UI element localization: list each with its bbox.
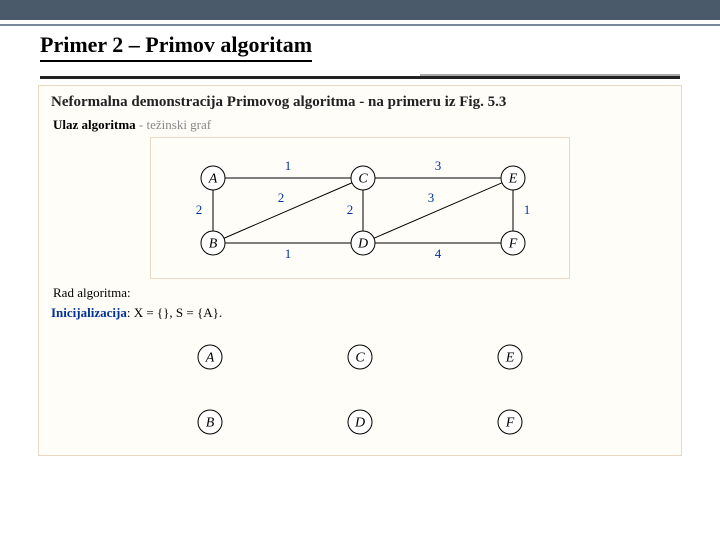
content-area: Neformalna demonstracija Primovog algori… <box>0 79 720 456</box>
graph-node-label: E <box>505 351 515 366</box>
panel-heading-text: Neformalna demonstracija Primovog algori… <box>51 94 506 110</box>
input-label-bold: Ulaz algoritma <box>53 117 136 132</box>
page-title: Primer 2 – Primov algoritam <box>40 32 312 62</box>
graph-node-label: F <box>508 237 518 252</box>
title-row: Primer 2 – Primov algoritam <box>0 26 720 66</box>
graph-edge <box>213 178 363 243</box>
edge-weight: 2 <box>196 202 203 217</box>
graph-node-label: A <box>208 172 218 187</box>
panel-heading: Neformalna demonstracija Primovog algori… <box>51 94 669 111</box>
init-line: Inicijalizacija: X = {}, S = {A}. <box>51 305 669 321</box>
input-label-rest: - težinski graf <box>136 117 211 132</box>
graph-node-label: A <box>205 351 215 366</box>
graph-node-label: C <box>358 172 368 187</box>
graph-node-label: B <box>209 237 218 252</box>
graph-top-box: 1 3 2 2 1 1 4 2 3 A C E B D F <box>150 137 570 279</box>
slide-top-bar <box>0 0 720 20</box>
graph-top: 1 3 2 2 1 1 4 2 3 A C E B D F <box>163 148 563 268</box>
edge-weight: 3 <box>435 158 442 173</box>
input-label: Ulaz algoritma - težinski graf <box>53 117 669 133</box>
edge-weight: 2 <box>278 190 285 205</box>
edge-weight: 1 <box>285 158 292 173</box>
graph-node-label: D <box>354 416 365 431</box>
graph-bottom-wrap: A C E B D F <box>51 327 669 447</box>
edge-weight: 3 <box>428 190 435 205</box>
main-panel: Neformalna demonstracija Primovog algori… <box>38 85 682 456</box>
graph-node-label: E <box>508 172 518 187</box>
graph-node-label: C <box>355 351 365 366</box>
edge-weight: 1 <box>285 246 292 261</box>
graph-edge <box>363 178 513 243</box>
graph-bottom: A C E B D F <box>160 327 560 447</box>
init-keyword: Inicijalizacija <box>51 305 127 320</box>
edge-weight: 4 <box>435 246 442 261</box>
edge-weight: 2 <box>347 202 354 217</box>
edge-weight: 1 <box>524 202 531 217</box>
graph-node-label: B <box>206 416 215 431</box>
work-label: Rad algoritma: <box>53 285 669 301</box>
header-rule <box>40 76 680 79</box>
init-text: : X = {}, S = {A}. <box>127 305 222 320</box>
graph-node-label: D <box>357 237 368 252</box>
graph-node-label: F <box>505 416 515 431</box>
